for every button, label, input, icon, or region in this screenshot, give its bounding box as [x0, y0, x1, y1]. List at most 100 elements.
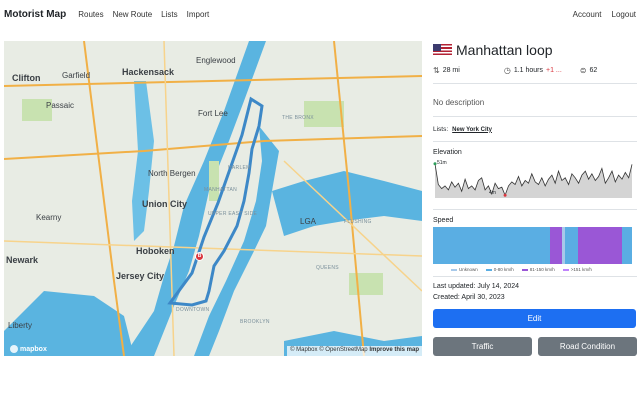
route-title-row: Manhattan loop — [433, 41, 637, 59]
park-1 — [22, 99, 52, 121]
divider-2 — [433, 116, 637, 117]
road-5 — [4, 240, 422, 257]
map-label-north-bergen: North Bergen — [148, 169, 196, 178]
map-label-fort-lee: Fort Lee — [198, 109, 228, 118]
route-details-panel: Manhattan loop ⇅ 28 mi ◷ 1.1 hours +1 ..… — [433, 41, 637, 356]
duration-value: 1.1 hours — [513, 66, 543, 74]
hudson-river — [124, 41, 266, 356]
long-island-sound — [272, 171, 422, 236]
speed-title: Speed — [433, 217, 454, 224]
elevation-title: Elevation — [433, 149, 462, 156]
map-label-hackensack: Hackensack — [122, 67, 175, 77]
park-3 — [349, 273, 383, 295]
newark-bay — [4, 291, 134, 356]
map-label-upper-east-side: UPPER EAST SIDE — [208, 211, 258, 217]
distance-icon: ⇅ — [433, 65, 440, 75]
mapbox-logo[interactable]: mapbox — [10, 345, 47, 353]
map-label-the-bronx: THE BRONX — [282, 115, 314, 121]
mapbox-icon — [10, 345, 18, 353]
action-buttons: Traffic Road Condition — [433, 337, 637, 356]
map-label-queens: QUEENS — [316, 265, 339, 271]
map-label-lga: LGA — [300, 217, 317, 226]
route-line — [167, 96, 264, 307]
speed-legend: Unknown 0-80 km/h 81-150 km/h >151 km/h — [433, 267, 637, 272]
lists-label: Lists: — [433, 126, 449, 133]
road-1 — [4, 75, 422, 87]
route-map[interactable]: Hackensack Englewood Garfield Clifton Pa… — [4, 41, 422, 356]
elevation-chart[interactable]: 51m 4m — [433, 158, 637, 207]
attribution-mapbox[interactable]: © Mapbox — [290, 347, 318, 353]
nav-account[interactable]: Account — [572, 9, 602, 19]
nav-lists[interactable]: Lists — [161, 9, 178, 19]
map-label-passaic: Passaic — [46, 101, 75, 110]
divider-5 — [433, 276, 637, 277]
last-updated: Last updated: July 14, 2024 — [433, 283, 520, 290]
map-canvas — [4, 41, 422, 356]
road-3 — [83, 41, 125, 356]
speed-segment-fast — [578, 227, 623, 264]
nav-right: Account Logout — [563, 10, 636, 19]
stat-duration: ◷ 1.1 hours +1 ... — [504, 66, 562, 75]
speed-segment-moderate — [565, 227, 579, 264]
legend-81-150: 81-150 km/h — [521, 267, 555, 272]
legend-unknown: Unknown — [451, 267, 478, 272]
road-condition-button[interactable]: Road Condition — [538, 337, 637, 356]
attribution-osm[interactable]: © OpenStreetMap — [319, 347, 368, 353]
park-2 — [304, 101, 344, 127]
map-label-clifton: Clifton — [12, 73, 41, 83]
nav-logout[interactable]: Logout — [611, 9, 636, 19]
divider-3 — [433, 141, 637, 142]
route-stats: ⇅ 28 mi ◷ 1.1 hours +1 ... ⊜ 62 — [433, 65, 637, 75]
score-value: 62 — [589, 66, 598, 74]
created-date: Created: April 30, 2023 — [433, 294, 505, 301]
map-label-union-city: Union City — [142, 199, 187, 209]
route-title: Manhattan loop — [456, 42, 553, 58]
map-label-newark: Newark — [6, 255, 39, 265]
speed-segment-fast — [550, 227, 563, 264]
east-river — [194, 126, 279, 356]
stat-score: ⊜ 62 — [580, 66, 598, 75]
hackensack-river — [132, 81, 154, 241]
nav-routes[interactable]: Routes — [78, 9, 104, 19]
speed-segment-moderate — [433, 227, 551, 264]
stat-distance: ⇅ 28 mi — [433, 66, 460, 75]
legend-0-80: 0-80 km/h — [485, 267, 514, 272]
map-label-flushing: FLUSHING — [344, 219, 372, 225]
traffic-button[interactable]: Traffic — [433, 337, 532, 356]
elevation-tick-low: 4m — [489, 190, 496, 196]
road-4 — [333, 41, 365, 356]
divider-1 — [433, 83, 637, 84]
speed-bar[interactable] — [433, 227, 632, 264]
elevation-low-point — [503, 193, 507, 197]
elevation-tick-start: 51m — [437, 160, 447, 166]
legend-151-plus: >151 km/h — [562, 267, 592, 272]
map-label-liberty: Liberty — [8, 321, 33, 330]
elevation-line — [434, 163, 633, 197]
speed-segment-moderate — [622, 227, 632, 264]
map-label-harlem: HARLEM — [228, 165, 251, 171]
list-tag-new-york-city[interactable]: New York City — [452, 126, 492, 133]
clock-icon: ◷ — [503, 65, 511, 75]
map-label-manhattan: MANHATTAN — [204, 187, 238, 193]
map-label-brooklyn: BROOKLYN — [240, 319, 270, 325]
nav-import[interactable]: Import — [186, 9, 210, 19]
map-label-downtown: DOWNTOWN — [176, 307, 210, 313]
route-marker-b[interactable]: B — [195, 252, 204, 261]
brand-logo[interactable]: Motorist Map — [4, 8, 67, 20]
road-7 — [283, 160, 422, 292]
map-label-englewood: Englewood — [196, 56, 236, 65]
route-description: No description — [433, 98, 485, 107]
map-label-garfield: Garfield — [62, 71, 91, 80]
us-flag-icon — [433, 44, 452, 56]
navbar: Motorist Map Routes New Route Lists Impo… — [0, 0, 640, 28]
park-4 — [209, 161, 219, 201]
map-label-jersey-city: Jersey City — [116, 271, 165, 281]
duration-delta: +1 ... — [546, 66, 562, 74]
elevation-start-point — [433, 162, 437, 166]
mapbox-logo-text: mapbox — [20, 345, 47, 353]
gauge-icon: ⊜ — [579, 65, 587, 75]
edit-button[interactable]: Edit — [433, 309, 636, 328]
nav-new-route[interactable]: New Route — [112, 9, 153, 19]
elevation-area — [435, 163, 632, 198]
attribution-improve[interactable]: Improve this map — [369, 347, 419, 353]
